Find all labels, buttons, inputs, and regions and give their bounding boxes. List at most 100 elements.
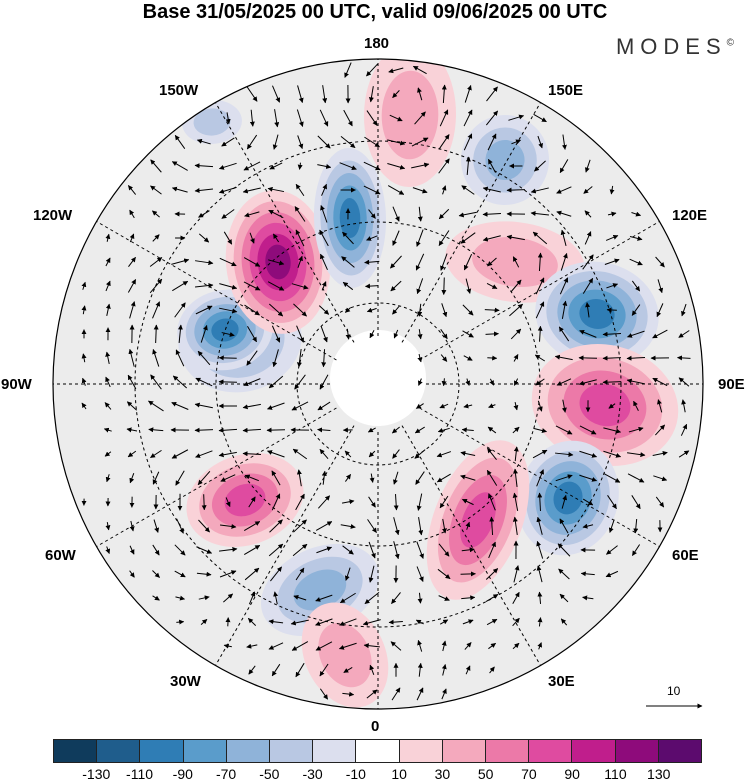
wind-vector-arrow [243, 545, 261, 555]
wind-vector-arrow [315, 594, 333, 602]
wind-vector-arrow [246, 134, 258, 150]
wind-vector-arrow [559, 277, 569, 295]
wind-vector-arrow [513, 565, 520, 583]
wind-vector-arrow [317, 401, 331, 411]
anomaly-contour [579, 383, 631, 427]
wind-vector-arrow [223, 593, 234, 603]
wind-vector-arrow [582, 498, 594, 506]
wind-vector-arrow [602, 331, 622, 337]
wind-vector-arrow [129, 570, 135, 578]
wind-vector-arrow [366, 110, 378, 126]
colorbar-segment [97, 739, 141, 763]
wind-vector-arrow [128, 256, 136, 267]
wind-vector-arrow [148, 427, 164, 433]
wind-vector-arrow [247, 325, 257, 343]
wind-vector-arrow [462, 619, 474, 625]
wind-vector-arrow [512, 642, 520, 650]
wind-vector-arrow [364, 259, 380, 265]
wind-vector-arrow [195, 283, 214, 288]
wind-vector-arrow [681, 303, 687, 317]
colorbar-tick-label: 30 [434, 766, 451, 782]
colorbar-tick-label: -110 [126, 766, 154, 782]
wind-vector-arrow [441, 185, 447, 195]
wind-vector-arrow [603, 473, 621, 483]
colorbar-tick-label: 10 [391, 766, 407, 782]
wind-vector-arrow [535, 277, 545, 295]
wind-vector-arrow [558, 326, 570, 342]
wind-vector-arrow [387, 185, 405, 195]
colorbar-segment [399, 739, 443, 763]
anomaly-center-positive [225, 190, 331, 334]
wind-vector-arrow [150, 159, 162, 173]
wind-vector-arrow [608, 519, 615, 533]
wind-vector-arrow [417, 592, 423, 604]
wind-vector-arrow [652, 450, 668, 456]
wind-vector-arrow [393, 541, 400, 560]
wind-vector-arrow [341, 256, 355, 268]
wind-vector-arrow [268, 543, 284, 557]
wind-vector-arrow [416, 566, 424, 582]
wind-vector-arrow [652, 329, 668, 339]
wind-vector-arrow [171, 258, 190, 265]
wind-vector-arrow [221, 137, 235, 147]
wind-vector-arrow [388, 67, 404, 74]
wind-vector-arrow [438, 595, 450, 601]
wind-vector-arrow [273, 591, 279, 605]
wind-vector-arrow [485, 593, 499, 603]
wind-vector-arrow [461, 427, 474, 433]
wind-vector-arrow [344, 474, 352, 482]
wind-vector-arrow [129, 233, 135, 243]
wind-vector-arrow [579, 425, 597, 435]
wind-vector-arrow [436, 473, 451, 483]
wind-vector-arrow [532, 449, 548, 459]
wind-vector-arrow [417, 378, 423, 386]
wind-vector-arrow [321, 183, 327, 196]
wind-vector-arrow [534, 354, 546, 362]
wind-vector-arrow [485, 331, 499, 337]
wind-vector-arrow [223, 643, 232, 649]
wind-vector-arrow [512, 516, 518, 535]
wind-vector-arrow [363, 161, 381, 171]
wind-vector-arrow [219, 283, 238, 290]
wind-vector-arrow [218, 427, 238, 433]
wind-vector-arrow [631, 544, 641, 556]
wind-vector-arrow [627, 452, 646, 458]
wind-vector-arrow [631, 495, 641, 510]
wind-vector-arrow [417, 329, 423, 340]
wind-vector-arrow [393, 517, 400, 536]
reference-vector-label: 10 [667, 684, 681, 698]
wind-vector-arrow [537, 252, 543, 272]
meridian-label-120e: 120E [672, 207, 708, 224]
wind-vector-arrow [391, 426, 400, 434]
wind-vector-arrow [579, 450, 598, 458]
wind-vector-arrow [367, 519, 377, 534]
wind-vector-arrow [513, 446, 519, 462]
wind-vector-arrow [268, 259, 285, 266]
wind-vector-arrow [392, 305, 400, 315]
wind-vector-arrow [153, 324, 159, 344]
wind-vector-arrow [605, 570, 619, 578]
wind-vector-arrow [653, 475, 668, 482]
wind-vector-arrow [393, 494, 399, 511]
meridian-line [215, 425, 355, 666]
wind-vector-arrow [152, 348, 160, 367]
wind-vector-arrow [319, 374, 329, 390]
wind-vector-arrow [296, 349, 302, 368]
wind-vector-arrow [148, 400, 164, 412]
wind-vector-arrow [487, 447, 497, 461]
wind-vector-arrow [461, 498, 474, 506]
wind-vector-arrow [537, 492, 543, 512]
wind-vector-arrow [249, 232, 255, 244]
wind-vector-arrow [152, 471, 160, 485]
wind-vector-arrow [392, 90, 400, 99]
wind-vector-arrow [194, 402, 213, 409]
wind-vector-arrow [533, 427, 548, 433]
wind-vector-arrow [631, 304, 641, 316]
wind-vector-arrow [511, 139, 522, 145]
wind-vector-arrow [488, 493, 496, 511]
meridian-label-150w: 150W [159, 82, 199, 99]
anomaly-contour [485, 140, 525, 180]
wind-vector-arrow [437, 568, 451, 580]
wind-vector-arrow [243, 281, 261, 291]
wind-vector-arrow [172, 375, 188, 389]
